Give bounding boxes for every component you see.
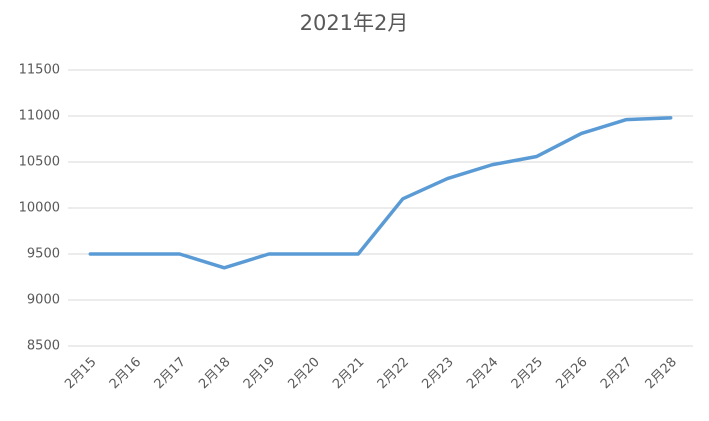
y-tick-label: 9000 (27, 293, 60, 308)
y-tick-label: 10000 (19, 201, 60, 216)
y-tick-label: 10500 (19, 155, 60, 170)
y-tick-label: 9500 (27, 247, 60, 262)
x-tick-label: 2月15 (62, 355, 99, 392)
x-tick-label: 2月18 (196, 355, 233, 392)
x-tick-label: 2月24 (464, 355, 501, 392)
x-tick-label: 2月17 (152, 355, 189, 392)
x-tick-label: 2月19 (241, 355, 278, 392)
x-tick-label: 2月22 (375, 355, 412, 392)
x-tick-label: 2月23 (419, 355, 456, 392)
x-tick-label: 2月26 (553, 355, 590, 392)
y-tick-label: 11500 (19, 63, 60, 78)
y-tick-label: 8500 (27, 339, 60, 354)
x-tick-label: 2月25 (509, 355, 546, 392)
x-tick-label: 2月27 (598, 355, 635, 392)
x-tick-label: 2月21 (330, 355, 367, 392)
y-tick-label: 11000 (19, 109, 60, 124)
x-tick-label: 2月28 (643, 355, 680, 392)
x-tick-label: 2月20 (285, 355, 322, 392)
x-tick-label: 2月16 (107, 355, 144, 392)
chart-title: 2021年2月 (300, 11, 409, 35)
data-line (88, 116, 673, 270)
